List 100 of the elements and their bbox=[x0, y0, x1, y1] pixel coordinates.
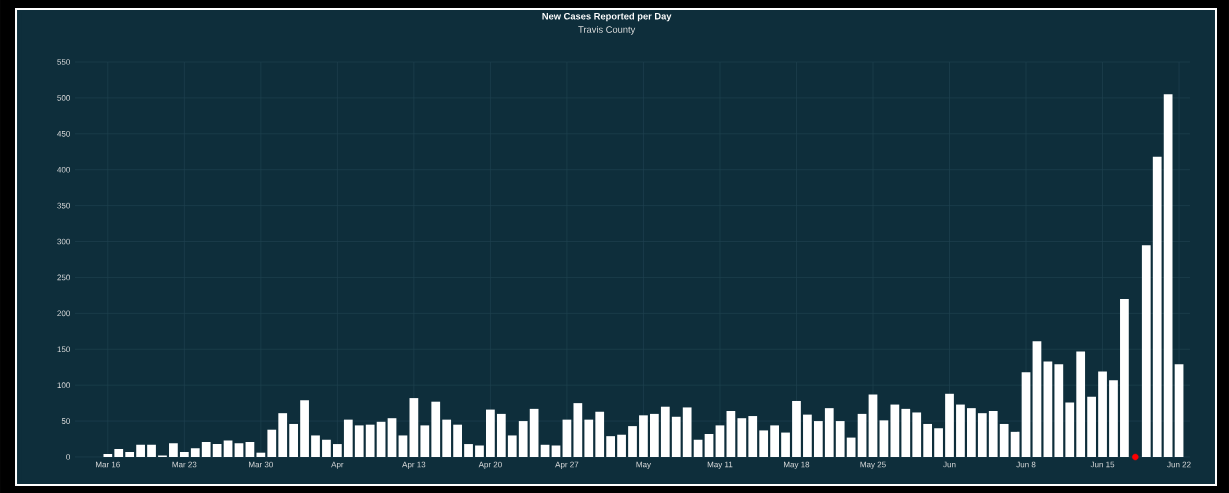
bar bbox=[857, 413, 867, 457]
bar bbox=[103, 454, 113, 457]
x-tick-label: May 11 bbox=[707, 461, 733, 469]
bar bbox=[792, 400, 801, 457]
bar bbox=[136, 444, 145, 457]
bar bbox=[835, 421, 845, 457]
y-tick-label: 550 bbox=[57, 59, 70, 65]
bar bbox=[682, 407, 692, 457]
bar bbox=[278, 413, 288, 457]
bar bbox=[529, 408, 539, 457]
bar bbox=[715, 425, 725, 457]
bar bbox=[671, 416, 681, 457]
bar bbox=[693, 439, 703, 457]
bar bbox=[1021, 372, 1031, 457]
bar bbox=[169, 443, 178, 457]
bar bbox=[267, 429, 277, 457]
bar bbox=[759, 430, 769, 457]
bar bbox=[879, 420, 889, 457]
x-tick-label: Mar 16 bbox=[96, 461, 120, 468]
bar bbox=[934, 428, 943, 457]
bar bbox=[398, 435, 408, 457]
bar bbox=[365, 424, 375, 457]
bar bbox=[781, 432, 790, 457]
bar bbox=[967, 408, 976, 457]
bar bbox=[387, 418, 397, 457]
y-tick-label: 150 bbox=[57, 346, 70, 353]
bar bbox=[453, 424, 462, 457]
bar bbox=[846, 437, 856, 457]
bar bbox=[956, 404, 965, 457]
bar bbox=[584, 419, 594, 457]
x-tick-label: Apr bbox=[331, 461, 344, 469]
x-tick-label: May 18 bbox=[784, 461, 810, 469]
y-tick-label: 200 bbox=[57, 310, 70, 317]
bar bbox=[311, 435, 320, 457]
chart-title: New Cases Reported per Day bbox=[542, 12, 672, 22]
bar bbox=[409, 398, 419, 457]
y-tick-label: 300 bbox=[57, 238, 70, 245]
bar bbox=[595, 411, 605, 457]
x-tick-label: Jun 8 bbox=[1016, 461, 1036, 468]
bar bbox=[234, 443, 244, 457]
bar bbox=[1141, 245, 1151, 457]
bar bbox=[540, 444, 550, 457]
x-tick-label: Jun bbox=[943, 461, 956, 468]
bar bbox=[518, 421, 528, 457]
bar bbox=[442, 419, 452, 457]
bar bbox=[1174, 364, 1184, 457]
bar bbox=[1043, 361, 1053, 457]
x-tick-label: Jun 22 bbox=[1167, 461, 1191, 468]
bar bbox=[650, 413, 659, 457]
x-tick-label: Jun 15 bbox=[1090, 461, 1115, 468]
bar bbox=[1032, 341, 1042, 457]
bar bbox=[1010, 431, 1020, 457]
bar bbox=[1076, 351, 1086, 457]
bar bbox=[179, 451, 189, 457]
bar bbox=[343, 419, 353, 457]
bar bbox=[431, 401, 441, 457]
bar bbox=[420, 425, 430, 457]
bar bbox=[999, 423, 1009, 457]
y-tick-label: 100 bbox=[57, 382, 70, 389]
x-tick-label: Mar 23 bbox=[172, 461, 197, 468]
y-tick-label: 450 bbox=[57, 130, 70, 137]
bar bbox=[770, 425, 779, 457]
bar bbox=[245, 441, 255, 457]
x-tick-label: May 25 bbox=[860, 461, 886, 469]
bar bbox=[1109, 380, 1118, 457]
bar bbox=[813, 421, 823, 457]
x-tick-label: Apr 20 bbox=[478, 461, 502, 469]
x-tick-label: Apr 13 bbox=[402, 461, 426, 469]
bar bbox=[1163, 94, 1173, 457]
bar bbox=[190, 448, 200, 457]
bar bbox=[704, 434, 714, 457]
bar bbox=[573, 403, 583, 457]
x-tick-label: Apr 27 bbox=[555, 461, 579, 469]
bar bbox=[660, 406, 670, 457]
bar bbox=[486, 409, 495, 457]
bar bbox=[300, 400, 309, 457]
bar bbox=[507, 435, 517, 457]
bar bbox=[737, 418, 747, 457]
x-tick-label: May bbox=[636, 461, 651, 469]
y-tick-label: 0 bbox=[66, 454, 70, 460]
bar bbox=[147, 444, 156, 457]
x-tick-label: Mar 30 bbox=[249, 461, 273, 468]
bar bbox=[464, 444, 473, 457]
bar bbox=[125, 451, 135, 457]
bar bbox=[289, 423, 299, 457]
bar bbox=[628, 426, 637, 457]
bar bbox=[824, 408, 834, 457]
bar bbox=[890, 404, 900, 457]
y-tick-label: 500 bbox=[57, 95, 70, 101]
bar bbox=[1098, 371, 1107, 457]
bar bbox=[562, 419, 572, 457]
bar bbox=[901, 408, 911, 457]
bar bbox=[376, 421, 386, 457]
bar bbox=[1087, 396, 1096, 457]
bar bbox=[912, 412, 922, 457]
bar bbox=[803, 414, 812, 457]
bar bbox=[923, 423, 933, 457]
bar bbox=[475, 445, 484, 457]
bar bbox=[1065, 402, 1075, 457]
bar bbox=[748, 416, 758, 457]
